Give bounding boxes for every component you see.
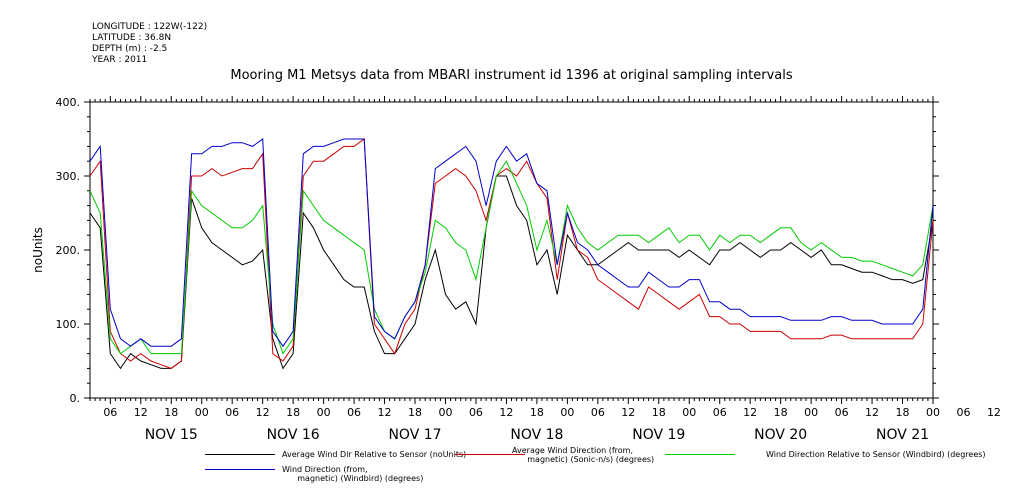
x-hour-label: 06 [225,406,239,419]
x-hour-label: 12 [621,406,635,419]
y-tick-label: 100. [56,318,81,331]
x-hour-label: 00 [560,406,574,419]
x-hour-label: 00 [926,406,940,419]
legend-swatch [455,454,525,455]
y-tick-label: 0. [70,392,81,405]
x-hour-label: 06 [469,406,483,419]
legend-swatch [205,454,275,455]
depth-text: DEPTH (m) : -2.5 [92,44,168,54]
year-text: YEAR : 2011 [92,55,148,65]
longitude-text: LONGITUDE : 122W(-122) [92,22,208,32]
series-line-1 [89,175,934,370]
x-hour-label: 06 [347,406,361,419]
legend-label: Average Wind Dir Relative to Sensor (noU… [282,450,467,459]
x-hour-label: 12 [134,406,148,419]
x-hour-label: 06 [103,406,117,419]
x-day-label: NOV 19 [632,427,685,443]
series-line-4 [89,138,934,348]
x-hour-label: 18 [652,406,666,419]
x-hour-label: 18 [530,406,544,419]
x-hour-label: 12 [256,406,270,419]
x-day-label: NOV 15 [145,427,198,443]
legend-label: Wind Direction (from, magnetic) (Windbir… [282,465,424,483]
x-day-label: NOV 18 [510,427,563,443]
series-line-3 [89,160,934,355]
x-day-label: NOV 21 [876,427,929,443]
x-day-label: NOV 17 [388,427,441,443]
x-hour-label: 06 [713,406,727,419]
x-hour-label: 00 [438,406,452,419]
legend-swatch [665,454,735,455]
x-hour-label: 06 [835,406,849,419]
y-tick-label: 400. [56,96,81,109]
y-axis-label: noUnits [31,227,45,273]
x-day-label: NOV 20 [754,427,807,443]
x-hour-label: 12 [987,406,1001,419]
latitude-text: LATITUDE : 36.8N [92,33,172,43]
x-hour-label: 06 [591,406,605,419]
legend-label: Wind Direction Relative to Sensor (Windb… [766,450,986,459]
x-hour-label: 06 [956,406,970,419]
x-hour-label: 18 [896,406,910,419]
x-hour-label: 00 [804,406,818,419]
chart-title: Mooring M1 Metsys data from MBARI instru… [230,68,793,83]
legend-label: Average Wind Direction (from, magnetic) … [512,446,655,464]
x-hour-label: 18 [408,406,422,419]
x-hour-label: 00 [682,406,696,419]
y-tick-label: 200. [56,244,81,257]
x-hour-label: 00 [317,406,331,419]
x-hour-label: 12 [378,406,392,419]
x-hour-label: 18 [164,406,178,419]
x-hour-label: 12 [743,406,757,419]
x-hour-label: 18 [286,406,300,419]
metadata-block: LONGITUDE : 122W(-122) LATITUDE : 36.8N … [92,22,207,66]
x-hour-label: 18 [774,406,788,419]
x-hour-label: 12 [499,406,513,419]
legend-swatch [205,469,275,470]
x-hour-label: 12 [865,406,879,419]
y-tick-label: 300. [56,170,81,183]
x-hour-label: 00 [195,406,209,419]
x-day-label: NOV 16 [267,427,320,443]
